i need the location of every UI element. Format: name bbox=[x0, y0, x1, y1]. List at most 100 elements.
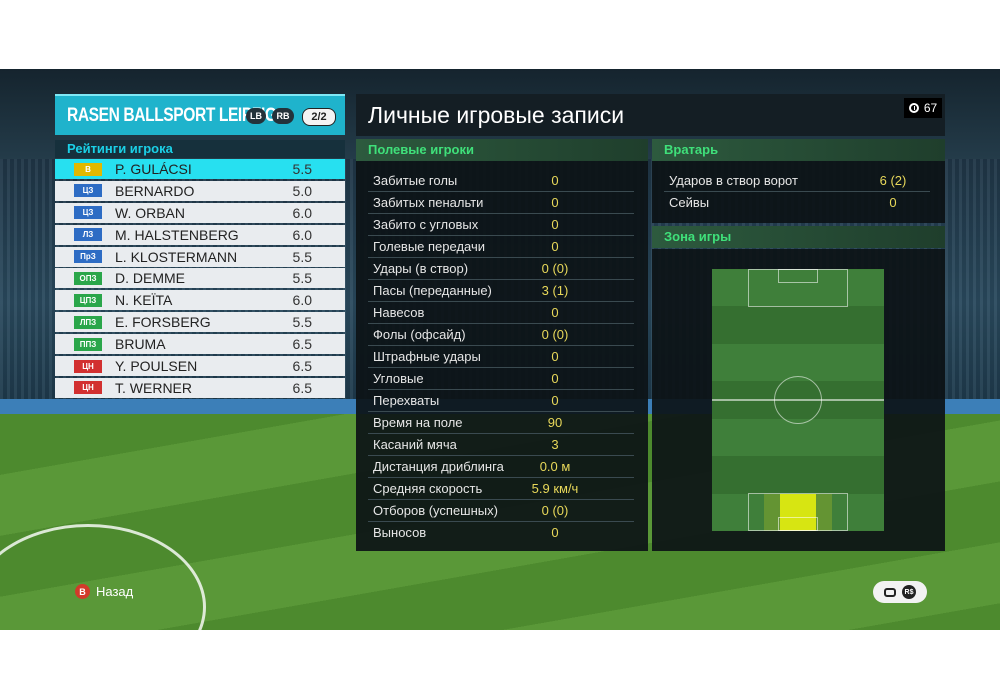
stat-row: Перехваты 0 bbox=[368, 391, 634, 412]
stat-value: 0 bbox=[551, 305, 559, 320]
stat-value: 0 bbox=[551, 349, 559, 364]
play-zone-panel bbox=[652, 249, 945, 551]
stat-label: Ударов в створ ворот bbox=[669, 173, 798, 188]
controller-hints[interactable]: R$ bbox=[873, 581, 927, 603]
stat-label: Забитых пенальти bbox=[373, 195, 484, 210]
stat-value: 5.9 км/ч bbox=[531, 481, 579, 496]
player-name: E. FORSBERG bbox=[115, 314, 211, 331]
stat-value: 0 bbox=[551, 217, 559, 232]
stat-label: Угловые bbox=[373, 371, 424, 386]
position-badge: ЦН bbox=[74, 359, 102, 373]
stat-row: Забитые голы 0 bbox=[368, 171, 634, 192]
stat-value: 0 bbox=[551, 393, 559, 408]
lb-button-icon[interactable]: LB bbox=[246, 108, 266, 124]
player-row[interactable]: ЛПЗ E. FORSBERG 5.5 bbox=[55, 312, 345, 333]
position-badge: ЦЗ bbox=[74, 184, 102, 198]
position-badge: ЦПЗ bbox=[74, 293, 102, 307]
stat-value: 0 (0) bbox=[541, 327, 569, 342]
player-rating: 6.0 bbox=[292, 204, 312, 221]
field-players-panel: Забитые голы 0 Забитых пенальти 0 Забито с… bbox=[356, 161, 648, 551]
stat-label: Сейвы bbox=[669, 195, 710, 210]
player-list: В P. GULÁCSI 5.5 ЦЗ BERNARDO 5.0 ЦЗ W. O… bbox=[55, 159, 345, 400]
chat-icon bbox=[884, 587, 896, 597]
player-name: W. ORBAN bbox=[115, 204, 186, 221]
heat-zone-high bbox=[780, 494, 816, 531]
player-name: BERNARDO bbox=[115, 182, 195, 199]
player-row[interactable]: ОПЗ D. DEMME 5.5 bbox=[55, 268, 345, 289]
player-rating: 5.5 bbox=[292, 248, 312, 265]
bottom-goal-box bbox=[778, 517, 818, 531]
player-row[interactable]: ЦЗ W. ORBAN 6.0 bbox=[55, 202, 345, 223]
stat-label: Забито с угловых bbox=[373, 217, 479, 232]
player-name: N. KEÏTA bbox=[115, 292, 173, 309]
stat-row: Голевые передачи 0 bbox=[368, 237, 634, 258]
stat-row: Сейвы 0 bbox=[664, 193, 930, 213]
position-badge: ЛПЗ bbox=[74, 315, 102, 329]
player-name: BRUMA bbox=[115, 336, 166, 353]
stat-row: Средняя скорость 5.9 км/ч bbox=[368, 479, 634, 500]
stat-value: 0 bbox=[551, 173, 559, 188]
center-circle bbox=[774, 376, 822, 424]
player-row[interactable]: ЦЗ BERNARDO 5.0 bbox=[55, 180, 345, 201]
player-rating: 5.0 bbox=[292, 182, 312, 199]
stat-row: Отборов (успешных) 0 (0) bbox=[368, 501, 634, 522]
stat-value: 3 bbox=[551, 437, 559, 452]
stat-label: Пасы (переданные) bbox=[373, 283, 492, 298]
game-screen: RASEN BALLSPORT LEIPZIG LB RB 2/2 Рейтин… bbox=[0, 69, 1000, 630]
player-name: Y. POULSEN bbox=[115, 358, 198, 375]
player-rating: 6.0 bbox=[292, 292, 312, 309]
back-button[interactable]: B Назад bbox=[75, 584, 133, 599]
player-rating: 6.0 bbox=[292, 226, 312, 243]
stat-row: Забитых пенальти 0 bbox=[368, 193, 634, 214]
stat-label: Удары (в створ) bbox=[373, 261, 469, 276]
player-rating: 6.5 bbox=[292, 358, 312, 375]
player-name: T. WERNER bbox=[115, 379, 192, 396]
match-timer: 67 bbox=[904, 98, 942, 118]
player-rating: 5.5 bbox=[292, 314, 312, 331]
top-goal-box bbox=[778, 269, 818, 283]
stat-value: 0 bbox=[889, 195, 897, 210]
player-name: P. GULÁCSI bbox=[115, 161, 192, 177]
player-row[interactable]: ЦН Y. POULSEN 6.5 bbox=[55, 356, 345, 377]
team-header: RASEN BALLSPORT LEIPZIG LB RB 2/2 bbox=[55, 94, 345, 135]
stat-label: Фолы (офсайд) bbox=[373, 327, 466, 342]
position-badge: ЛЗ bbox=[74, 228, 102, 242]
player-row[interactable]: ПрЗ L. KLOSTERMANN 5.5 bbox=[55, 246, 345, 267]
stat-label: Отборов (успешных) bbox=[373, 503, 498, 518]
stat-label: Штрафные удары bbox=[373, 349, 481, 364]
player-name: M. HALSTENBERG bbox=[115, 226, 239, 243]
timer-value: 67 bbox=[923, 101, 938, 115]
player-row[interactable]: ЛЗ M. HALSTENBERG 6.0 bbox=[55, 224, 345, 245]
stat-row: Ударов в створ ворот 6 (2) bbox=[664, 171, 930, 192]
stat-label: Касаний мяча bbox=[373, 437, 457, 452]
goalkeeper-panel: Ударов в створ ворот 6 (2) Сейвы 0 bbox=[652, 161, 945, 223]
stat-label: Голевые передачи bbox=[373, 239, 486, 254]
position-badge: ППЗ bbox=[74, 337, 102, 351]
page-title: Личные игровые записи bbox=[368, 102, 625, 128]
stat-label: Навесов bbox=[373, 305, 425, 320]
player-name: L. KLOSTERMANN bbox=[115, 248, 238, 265]
field-players-heading: Полевые игроки bbox=[356, 139, 648, 161]
stat-row: Забито с угловых 0 bbox=[368, 215, 634, 236]
stat-row: Штрафные удары 0 bbox=[368, 347, 634, 368]
right-stick-icon: R$ bbox=[902, 585, 916, 599]
stat-value: 0 bbox=[551, 239, 559, 254]
player-rating: 6.5 bbox=[292, 336, 312, 353]
stat-value: 90 bbox=[547, 415, 563, 430]
stat-value: 6 (2) bbox=[879, 173, 907, 188]
stat-label: Перехваты bbox=[373, 393, 440, 408]
player-row[interactable]: ЦПЗ N. KEÏTA 6.0 bbox=[55, 290, 345, 311]
stat-value: 0 bbox=[551, 195, 559, 210]
player-rating: 6.5 bbox=[292, 379, 312, 396]
position-badge: ЦН bbox=[74, 381, 102, 395]
stat-label: Выносов bbox=[373, 525, 427, 540]
player-row[interactable]: В P. GULÁCSI 5.5 bbox=[55, 159, 345, 179]
player-row[interactable]: ППЗ BRUMA 6.5 bbox=[55, 334, 345, 355]
position-badge: ОПЗ bbox=[74, 271, 102, 285]
stat-value: 0.0 м bbox=[539, 459, 571, 474]
team-name: RASEN BALLSPORT LEIPZIG bbox=[67, 104, 277, 126]
rb-button-icon[interactable]: RB bbox=[272, 108, 294, 124]
back-label: Назад bbox=[96, 584, 134, 599]
player-row[interactable]: ЦН T. WERNER 6.5 bbox=[55, 377, 345, 398]
stat-label: Средняя скорость bbox=[373, 481, 483, 496]
